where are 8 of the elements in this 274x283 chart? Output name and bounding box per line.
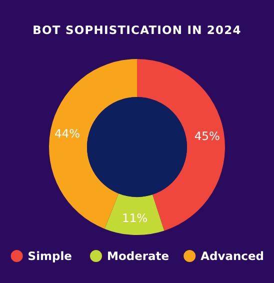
data-label: 44% bbox=[54, 126, 80, 141]
legend-label: Moderate bbox=[107, 249, 170, 264]
donut-slice bbox=[104, 193, 164, 235]
data-label: 11% bbox=[122, 210, 148, 225]
legend-label: Simple bbox=[28, 249, 72, 264]
legend-label: Advanced bbox=[200, 249, 264, 264]
data-label: 45% bbox=[194, 128, 220, 143]
chart-title: BOT SOPHISTICATION IN 2024 bbox=[32, 23, 242, 37]
